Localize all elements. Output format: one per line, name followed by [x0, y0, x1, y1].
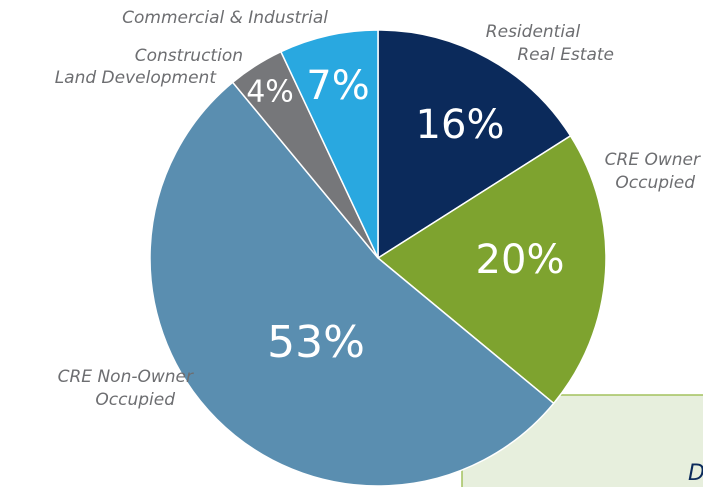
category-label: Construction	[135, 46, 243, 66]
pie-slice	[376, 134, 607, 405]
value-label: 7%	[306, 63, 369, 109]
pie-slice	[279, 29, 379, 259]
callout-text: D	[688, 461, 703, 486]
category-label: CRE Non-Owner	[58, 367, 194, 387]
category-label: Residential	[486, 22, 581, 42]
value-label: 16%	[416, 102, 505, 148]
category-label: CRE Owner	[605, 150, 701, 170]
category-label: Commercial & Industrial	[122, 8, 328, 28]
value-label: 20%	[476, 237, 565, 283]
category-label: Occupied	[95, 390, 175, 410]
value-label: 4%	[246, 75, 294, 110]
category-label: Real Estate	[517, 45, 614, 65]
category-label: Land Development	[55, 68, 218, 88]
category-label: Occupied	[615, 173, 695, 193]
pie-slice	[149, 81, 555, 487]
value-label: 53%	[267, 317, 365, 368]
pie-slice	[377, 29, 572, 260]
